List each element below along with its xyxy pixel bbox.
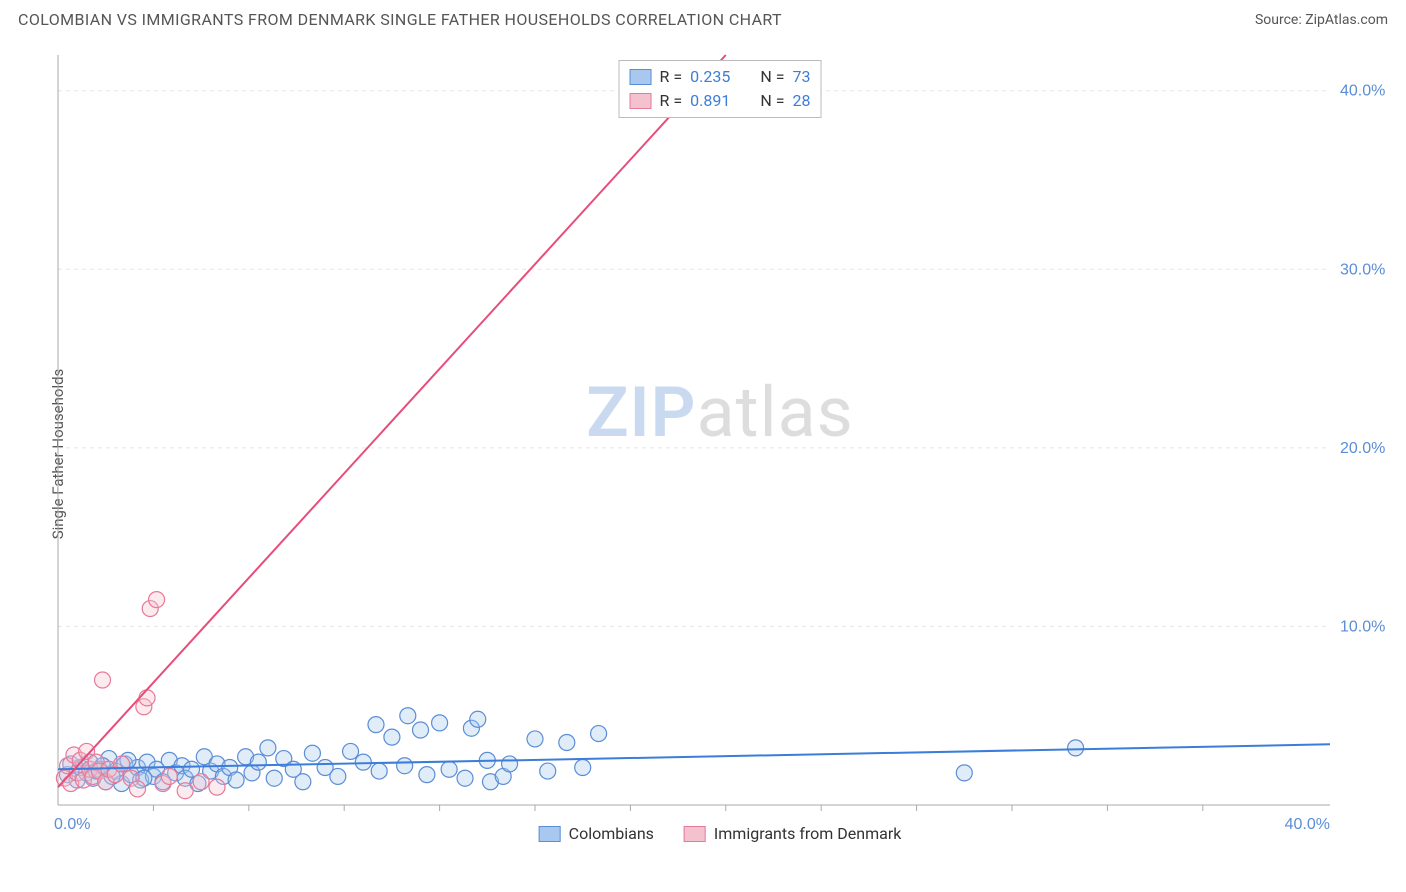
legend-r-value: 0.235	[690, 65, 730, 89]
legend-n-value: 73	[792, 65, 810, 89]
svg-text:30.0%: 30.0%	[1340, 261, 1385, 278]
svg-text:0.0%: 0.0%	[54, 816, 90, 833]
legend-row: R = 0.891 N = 28	[630, 89, 811, 113]
legend-r-label: R =	[660, 89, 683, 113]
legend-r-value: 0.891	[690, 89, 730, 113]
legend-item: Immigrants from Denmark	[684, 824, 901, 843]
svg-text:20.0%: 20.0%	[1340, 440, 1385, 457]
legend-item: Colombians	[539, 824, 654, 843]
correlation-legend: R = 0.235 N = 73 R = 0.891 N = 28	[619, 60, 822, 118]
legend-n-label: N =	[760, 89, 784, 113]
legend-row: R = 0.235 N = 73	[630, 65, 811, 89]
legend-n-value: 28	[792, 89, 810, 113]
legend-swatch	[539, 826, 561, 842]
svg-text:40.0%: 40.0%	[1285, 816, 1330, 833]
chart-title: COLOMBIAN VS IMMIGRANTS FROM DENMARK SIN…	[18, 10, 782, 29]
legend-swatch	[630, 69, 652, 85]
series-legend: Colombians Immigrants from Denmark	[539, 824, 902, 843]
legend-r-label: R =	[660, 65, 683, 89]
legend-swatch	[684, 826, 706, 842]
source-attribution: Source: ZipAtlas.com	[1255, 12, 1388, 28]
legend-n-label: N =	[760, 65, 784, 89]
legend-series-name: Colombians	[569, 824, 654, 843]
chart-container: Single Father Households ZIPatlas 10.0%2…	[50, 45, 1390, 845]
scatter-plot: 10.0% 20.0% 30.0% 40.0% 0.0% 40.0%	[50, 45, 1390, 845]
svg-text:10.0%: 10.0%	[1340, 618, 1385, 635]
svg-text:40.0%: 40.0%	[1340, 83, 1385, 100]
legend-swatch	[630, 93, 652, 109]
legend-series-name: Immigrants from Denmark	[714, 824, 901, 843]
